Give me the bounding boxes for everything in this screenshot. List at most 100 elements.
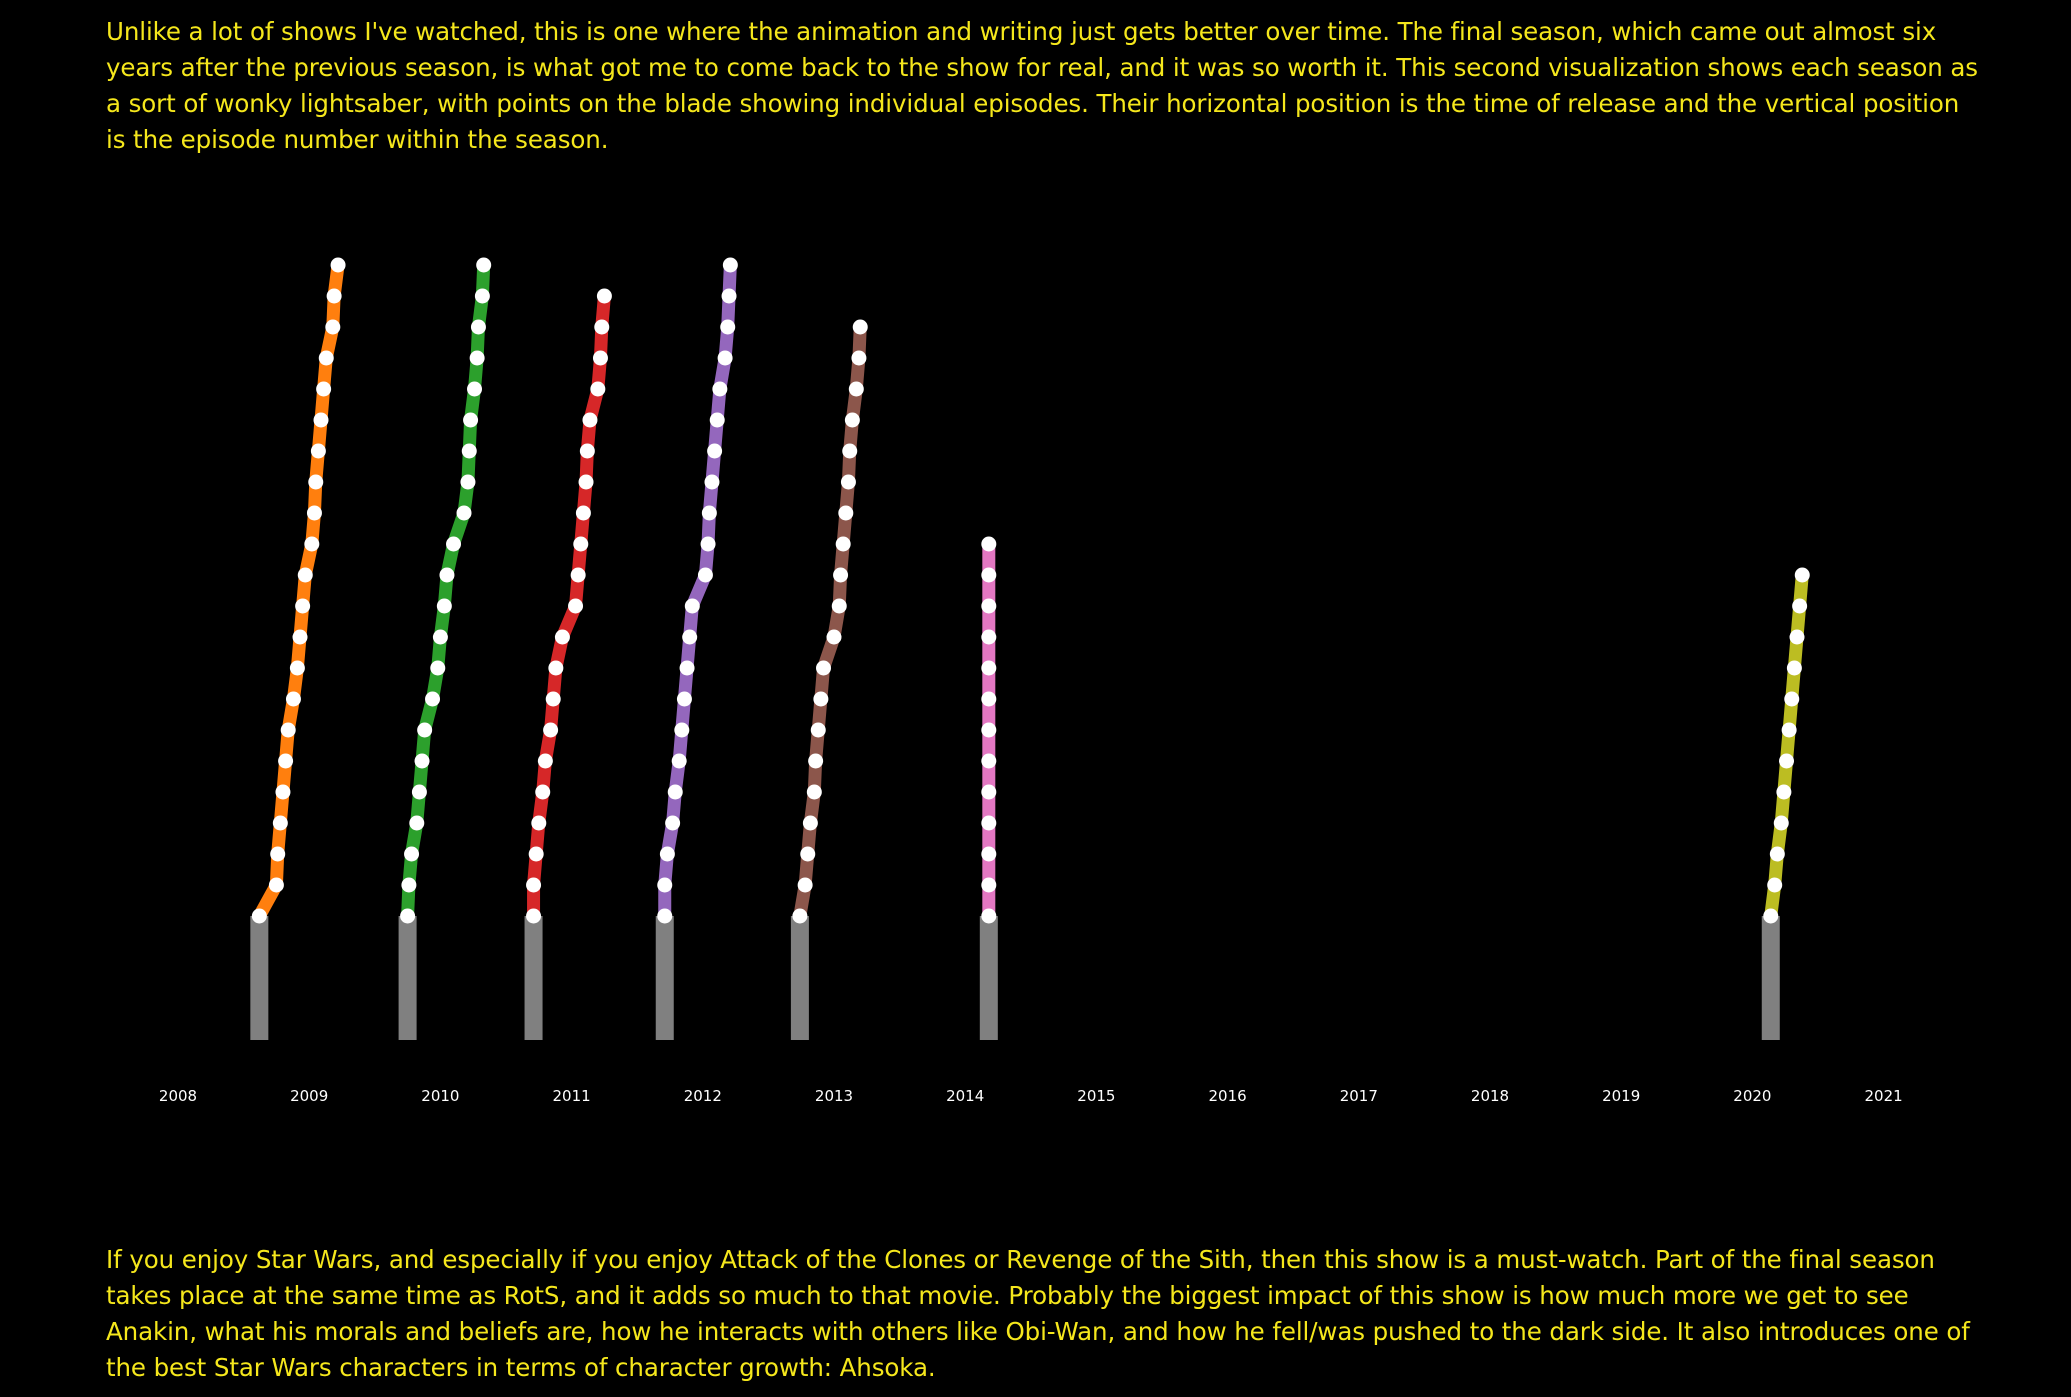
season-2-episode-7-point <box>417 722 433 738</box>
blades-layer <box>252 258 1809 923</box>
season-3-episode-7-point <box>543 722 559 738</box>
season-7-blade <box>1764 568 1809 923</box>
season-1-episode-10-point <box>292 629 308 645</box>
season-2-episode-5-point <box>411 784 427 800</box>
season-2-episode-11-point <box>436 598 452 614</box>
season-2-episode-1-point <box>400 908 416 924</box>
season-2-episode-20-point <box>470 319 486 335</box>
season-4-episode-4-point <box>665 815 681 831</box>
season-5-episode-17-point <box>844 412 860 428</box>
season-1-episode-17-point <box>313 412 329 428</box>
season-5-episode-12-point <box>833 567 849 583</box>
season-7-hilt <box>1761 916 1780 1040</box>
season-4-blade <box>658 258 737 923</box>
season-3-episode-3-point <box>528 846 544 862</box>
season-4-episode-11-point <box>684 598 700 614</box>
season-2-episode-3-point <box>404 846 420 862</box>
season-4-episode-3-point <box>659 846 675 862</box>
season-1-episode-13-point <box>304 536 320 552</box>
season-1-episode-20-point <box>325 319 341 335</box>
season-6-episode-6-point <box>981 753 997 769</box>
x-tick-label-2019: 2019 <box>1602 1087 1640 1105</box>
season-3-episode-21-point <box>596 288 612 304</box>
season-3-episode-11-point <box>568 598 584 614</box>
season-6-episode-13-point <box>981 536 997 552</box>
season-2-episode-13-point <box>446 536 462 552</box>
outro-paragraph: If you enjoy Star Wars, and especially i… <box>106 1245 1970 1382</box>
season-5-episode-20-point <box>852 319 868 335</box>
season-3-episode-1-point <box>526 908 542 924</box>
season-3-episode-2-point <box>526 877 542 893</box>
season-1-episode-12-point <box>297 567 313 583</box>
season-1-episode-16-point <box>310 443 326 459</box>
episode-points-layer <box>251 257 1810 924</box>
season-6-episode-3-point <box>981 846 997 862</box>
season-1-episode-3-point <box>270 846 286 862</box>
season-4-episode-7-point <box>674 722 690 738</box>
season-6-episode-9-point <box>981 660 997 676</box>
season-4-hilt <box>655 916 674 1040</box>
hilts-layer <box>250 916 1780 1040</box>
season-4-episode-14-point <box>701 505 717 521</box>
season-4-episode-19-point <box>717 350 733 366</box>
season-3-episode-12-point <box>570 567 586 583</box>
season-2-episode-16-point <box>461 443 477 459</box>
season-7-episode-7-point <box>1781 722 1797 738</box>
season-3-episode-15-point <box>578 474 594 490</box>
season-5-episode-3-point <box>800 846 816 862</box>
season-5-episode-13-point <box>835 536 851 552</box>
season-5-episode-15-point <box>840 474 856 490</box>
season-4-episode-17-point <box>709 412 725 428</box>
season-4-episode-22-point <box>722 257 738 273</box>
season-2-episode-6-point <box>414 753 430 769</box>
x-tick-label-2009: 2009 <box>290 1087 328 1105</box>
season-1-episode-11-point <box>295 598 311 614</box>
season-4-episode-8-point <box>676 691 692 707</box>
season-3-episode-14-point <box>575 505 591 521</box>
season-6-episode-8-point <box>981 691 997 707</box>
season-5-episode-18-point <box>848 381 864 397</box>
season-4-episode-18-point <box>712 381 728 397</box>
x-tick-label-2016: 2016 <box>1209 1087 1247 1105</box>
season-4-episode-20-point <box>720 319 736 335</box>
season-7-episode-12-point <box>1794 567 1810 583</box>
x-tick-label-2013: 2013 <box>815 1087 853 1105</box>
season-6-hilt <box>979 916 998 1040</box>
season-7-episode-2-point <box>1767 877 1783 893</box>
season-1-episode-14-point <box>306 505 322 521</box>
season-5-episode-9-point <box>816 660 832 676</box>
x-tick-label-2015: 2015 <box>1077 1087 1115 1105</box>
season-7-episode-6-point <box>1779 753 1795 769</box>
season-4-episode-6-point <box>671 753 687 769</box>
x-tick-label-2017: 2017 <box>1340 1087 1378 1105</box>
x-tick-label-2018: 2018 <box>1471 1087 1509 1105</box>
season-2-episode-18-point <box>467 381 483 397</box>
season-2-episode-21-point <box>474 288 490 304</box>
season-5-episode-11-point <box>831 598 847 614</box>
season-6-episode-10-point <box>981 629 997 645</box>
season-5-episode-8-point <box>813 691 829 707</box>
season-3-episode-10-point <box>554 629 570 645</box>
season-7-episode-11-point <box>1792 598 1808 614</box>
season-6-episode-4-point <box>981 815 997 831</box>
season-4-episode-10-point <box>682 629 698 645</box>
season-3-episode-6-point <box>537 753 553 769</box>
season-4-episode-16-point <box>707 443 723 459</box>
season-4-episode-15-point <box>704 474 720 490</box>
season-5-episode-5-point <box>806 784 822 800</box>
season-4-episode-21-point <box>721 288 737 304</box>
x-tick-label-2011: 2011 <box>553 1087 591 1105</box>
season-7-episode-3-point <box>1769 846 1785 862</box>
season-2-episode-9-point <box>430 660 446 676</box>
season-7-episode-8-point <box>1784 691 1800 707</box>
season-5-episode-4-point <box>802 815 818 831</box>
season-7-episode-10-point <box>1789 629 1805 645</box>
season-3-hilt <box>524 916 543 1040</box>
season-2-episode-17-point <box>463 412 479 428</box>
x-tick-label-2020: 2020 <box>1733 1087 1771 1105</box>
season-5-episode-2-point <box>797 877 813 893</box>
season-3-episode-17-point <box>582 412 598 428</box>
x-tick-label-2014: 2014 <box>946 1087 984 1105</box>
season-5-episode-10-point <box>826 629 842 645</box>
